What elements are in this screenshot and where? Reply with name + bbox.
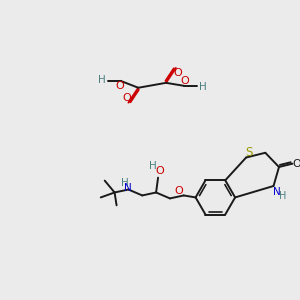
Text: N: N <box>124 182 131 193</box>
Text: H: H <box>98 75 106 85</box>
Text: O: O <box>173 68 182 78</box>
Text: O: O <box>156 166 164 176</box>
Text: O: O <box>180 76 189 86</box>
Text: H: H <box>121 178 128 188</box>
Text: O: O <box>174 185 183 196</box>
Text: N: N <box>273 187 280 197</box>
Text: H: H <box>279 191 286 201</box>
Text: S: S <box>245 146 253 159</box>
Text: O: O <box>115 81 124 91</box>
Text: O: O <box>292 159 300 169</box>
Text: O: O <box>122 93 131 103</box>
Text: H: H <box>149 161 157 171</box>
Text: H: H <box>199 82 206 92</box>
